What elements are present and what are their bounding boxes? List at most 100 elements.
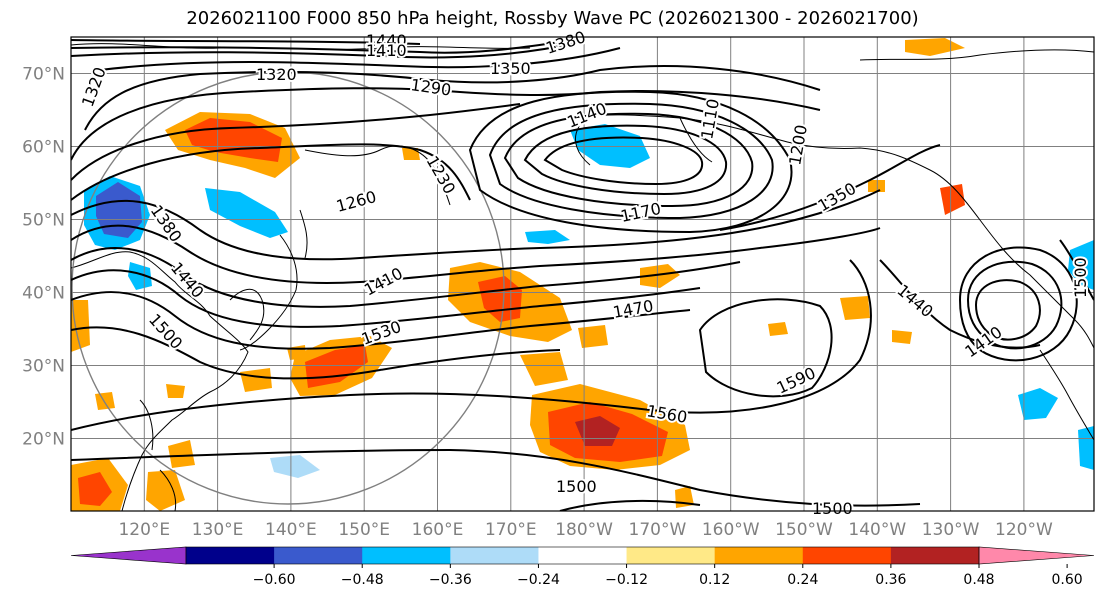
contour-1500-bottom	[559, 499, 701, 511]
colorbar-tick-label: −0.24	[517, 572, 560, 588]
low-1170	[488, 102, 774, 220]
lon-label: 140°E	[265, 520, 317, 540]
colorbar-outline	[185, 546, 980, 565]
contour-1380-top	[71, 41, 581, 59]
contour-label: 1260	[334, 187, 378, 216]
pos-anomaly-9	[840, 296, 870, 320]
lon-label: 130°E	[192, 520, 244, 540]
lat-label: 70°N	[22, 65, 65, 85]
map-title: 2026021100 F000 850 hPa height, Rossby W…	[186, 8, 919, 29]
colorbar-tick-label: 0.48	[963, 572, 994, 588]
lat-label: 30°N	[22, 357, 65, 377]
pos-anomaly-18	[768, 322, 788, 336]
lat-label: 60°N	[22, 138, 65, 158]
pos-anomaly-14	[168, 440, 195, 468]
neg-anomaly-west3	[128, 262, 152, 290]
colorbar-tick-label: −0.60	[253, 572, 296, 588]
contour-label: 1440	[366, 31, 407, 50]
contour-label: 1590	[774, 363, 819, 397]
colorbar-bin	[714, 547, 804, 564]
contour-1440	[71, 247, 741, 308]
contour-label: 1320	[78, 65, 110, 110]
contour-1500	[71, 291, 691, 350]
colorbar-bin	[186, 547, 275, 564]
contour-label: 1380	[147, 201, 186, 245]
colorbar-bin	[362, 547, 451, 564]
colorbar-bin	[890, 547, 980, 564]
high-1590	[698, 298, 833, 398]
pos-anomaly-7-core	[78, 472, 112, 506]
lon-label: 120°W	[995, 520, 1053, 540]
neg-anomaly-east3	[1078, 426, 1094, 470]
colorbar-tick-label: −0.12	[605, 572, 648, 588]
colorbar-bin	[274, 547, 363, 564]
lon-label: 140°W	[848, 520, 906, 540]
contour-label: 1500	[812, 499, 853, 518]
contour-1470	[71, 269, 701, 328]
contour-label: 1410	[366, 41, 407, 60]
lon-label: 150°W	[775, 520, 833, 540]
neg-anomaly-west2	[205, 188, 288, 238]
east-low-inner	[974, 279, 1041, 341]
pos-anomaly-6	[71, 300, 90, 352]
pos-anomaly-3	[640, 264, 680, 288]
neg-anomaly-south	[270, 455, 320, 478]
contour-1500-south	[71, 448, 921, 507]
lon-label: 170°E	[485, 520, 537, 540]
low-outer	[468, 90, 793, 234]
contour-label: 1410	[361, 264, 406, 300]
pos-anomaly-17	[95, 392, 115, 410]
east-low-outer	[958, 246, 1078, 362]
neg-anomaly-east	[1068, 240, 1094, 290]
pos-anomaly-11	[578, 325, 608, 348]
contour-1500-east	[1059, 239, 1094, 301]
latitude-labels: 70°N 60°N 50°N 40°N 30°N 20°N	[22, 65, 65, 450]
contour-1230	[71, 143, 471, 201]
pos-anomaly-5	[940, 184, 965, 215]
contour-1440-east	[879, 259, 1041, 349]
contour-1320	[84, 65, 821, 131]
coastlines	[71, 43, 1094, 511]
lon-label: 120°E	[118, 520, 170, 540]
pos-anomaly-10	[892, 330, 912, 344]
colorbar-bin	[538, 547, 628, 564]
coast-philippines	[139, 399, 177, 511]
contour-label: 1170	[619, 199, 663, 226]
coast-mexico	[1039, 349, 1094, 441]
neg-anomaly-west-core	[96, 182, 142, 238]
coast-asia	[71, 251, 249, 511]
colorbar-tick-label: −0.48	[341, 572, 384, 588]
contour-label: 1200	[785, 123, 811, 166]
lon-label: 130°W	[922, 520, 980, 540]
contour-label: 1320	[256, 65, 297, 84]
contour-1350-east	[719, 144, 941, 231]
colorbar-bin	[450, 547, 539, 564]
contour-label: 1110	[697, 97, 723, 140]
colorbar-tick-label: 0.24	[787, 572, 818, 588]
colorbar-tick-label: 0.12	[699, 572, 730, 588]
lon-label: 160°W	[702, 520, 760, 540]
neg-anomaly-east2	[1018, 388, 1058, 420]
contour-label: 1500	[556, 477, 597, 496]
contour-label: 1230	[423, 153, 460, 198]
low-1140	[503, 112, 754, 208]
pos-anomaly-13	[240, 368, 272, 392]
colorbar-bin	[626, 547, 716, 564]
colorbar-bin	[802, 547, 892, 564]
contour-1560	[71, 259, 872, 431]
contour-label: 1380	[543, 27, 588, 58]
colorbar-tick-label: −0.36	[429, 572, 472, 588]
pos-anomaly-20	[868, 180, 885, 192]
low-inner	[543, 136, 704, 186]
coast-northamerica-north	[859, 49, 1094, 61]
lon-label: 180°W	[555, 520, 613, 540]
colorbar-tick-label: 0.60	[1052, 572, 1083, 588]
colorbar-extend-max	[978, 546, 1095, 565]
neg-anomaly-mid	[525, 230, 570, 244]
map-frame	[70, 36, 1095, 512]
lat-label: 50°N	[22, 211, 65, 231]
contour-label: 1500	[1071, 257, 1090, 298]
contour-label: 1350	[815, 179, 860, 216]
contour-1260	[71, 103, 521, 181]
